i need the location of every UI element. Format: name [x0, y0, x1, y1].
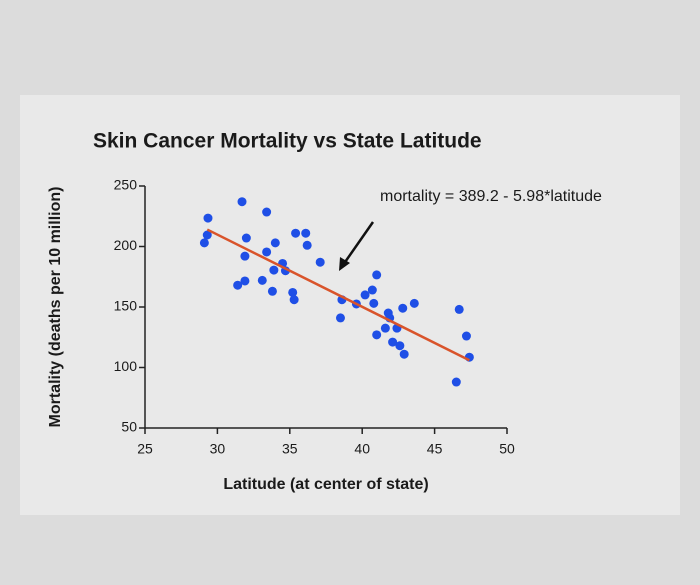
point — [399, 349, 409, 359]
x-tick-label: 35 — [282, 441, 298, 457]
point — [270, 238, 280, 248]
annotation-arrow-head — [339, 257, 350, 271]
point — [240, 251, 250, 261]
point — [360, 290, 370, 300]
point — [372, 270, 382, 280]
point — [395, 341, 405, 351]
point — [315, 257, 325, 267]
annotation: mortality = 389.2 - 5.98*latitude — [380, 188, 602, 205]
y-tick-label: 100 — [114, 358, 138, 374]
point — [202, 230, 212, 240]
point — [199, 238, 209, 248]
point — [388, 337, 398, 347]
point — [241, 233, 251, 243]
point — [240, 276, 250, 286]
point — [464, 352, 474, 362]
point — [289, 295, 299, 305]
point — [257, 275, 267, 285]
chart-background — [20, 95, 680, 515]
point — [233, 280, 243, 290]
point — [372, 330, 382, 340]
point — [335, 313, 345, 323]
point — [380, 323, 390, 333]
x-tick-label: 40 — [354, 441, 370, 457]
y-tick-label: 200 — [114, 237, 138, 253]
point — [367, 285, 377, 295]
annotation-arrow — [341, 221, 375, 266]
x-tick-label: 45 — [427, 441, 443, 457]
x-tick-label: 50 — [499, 441, 515, 457]
point — [409, 298, 419, 308]
point — [302, 240, 312, 250]
point — [291, 228, 301, 238]
chart-title: Skin Cancer Mortality vs State Latitude — [93, 130, 482, 153]
point — [237, 197, 247, 207]
x-tick-label: 25 — [137, 441, 153, 457]
point — [301, 228, 311, 238]
x-axis-label: Latitude (at center of state) — [223, 476, 428, 493]
point — [461, 331, 471, 341]
point — [269, 265, 279, 275]
point — [262, 207, 272, 217]
y-tick-label: 150 — [114, 298, 138, 314]
y-axis-label: Mortality (deaths per 10 million) — [47, 187, 64, 428]
point — [454, 304, 464, 314]
point — [288, 287, 298, 297]
regression-line — [206, 228, 470, 362]
point — [203, 213, 213, 223]
point — [267, 286, 277, 296]
point — [262, 247, 272, 257]
y-tick-label: 50 — [121, 419, 137, 435]
y-tick-label: 250 — [114, 177, 138, 193]
point — [451, 377, 461, 387]
point — [369, 298, 379, 308]
x-tick-label: 30 — [210, 441, 226, 457]
point — [398, 303, 408, 313]
